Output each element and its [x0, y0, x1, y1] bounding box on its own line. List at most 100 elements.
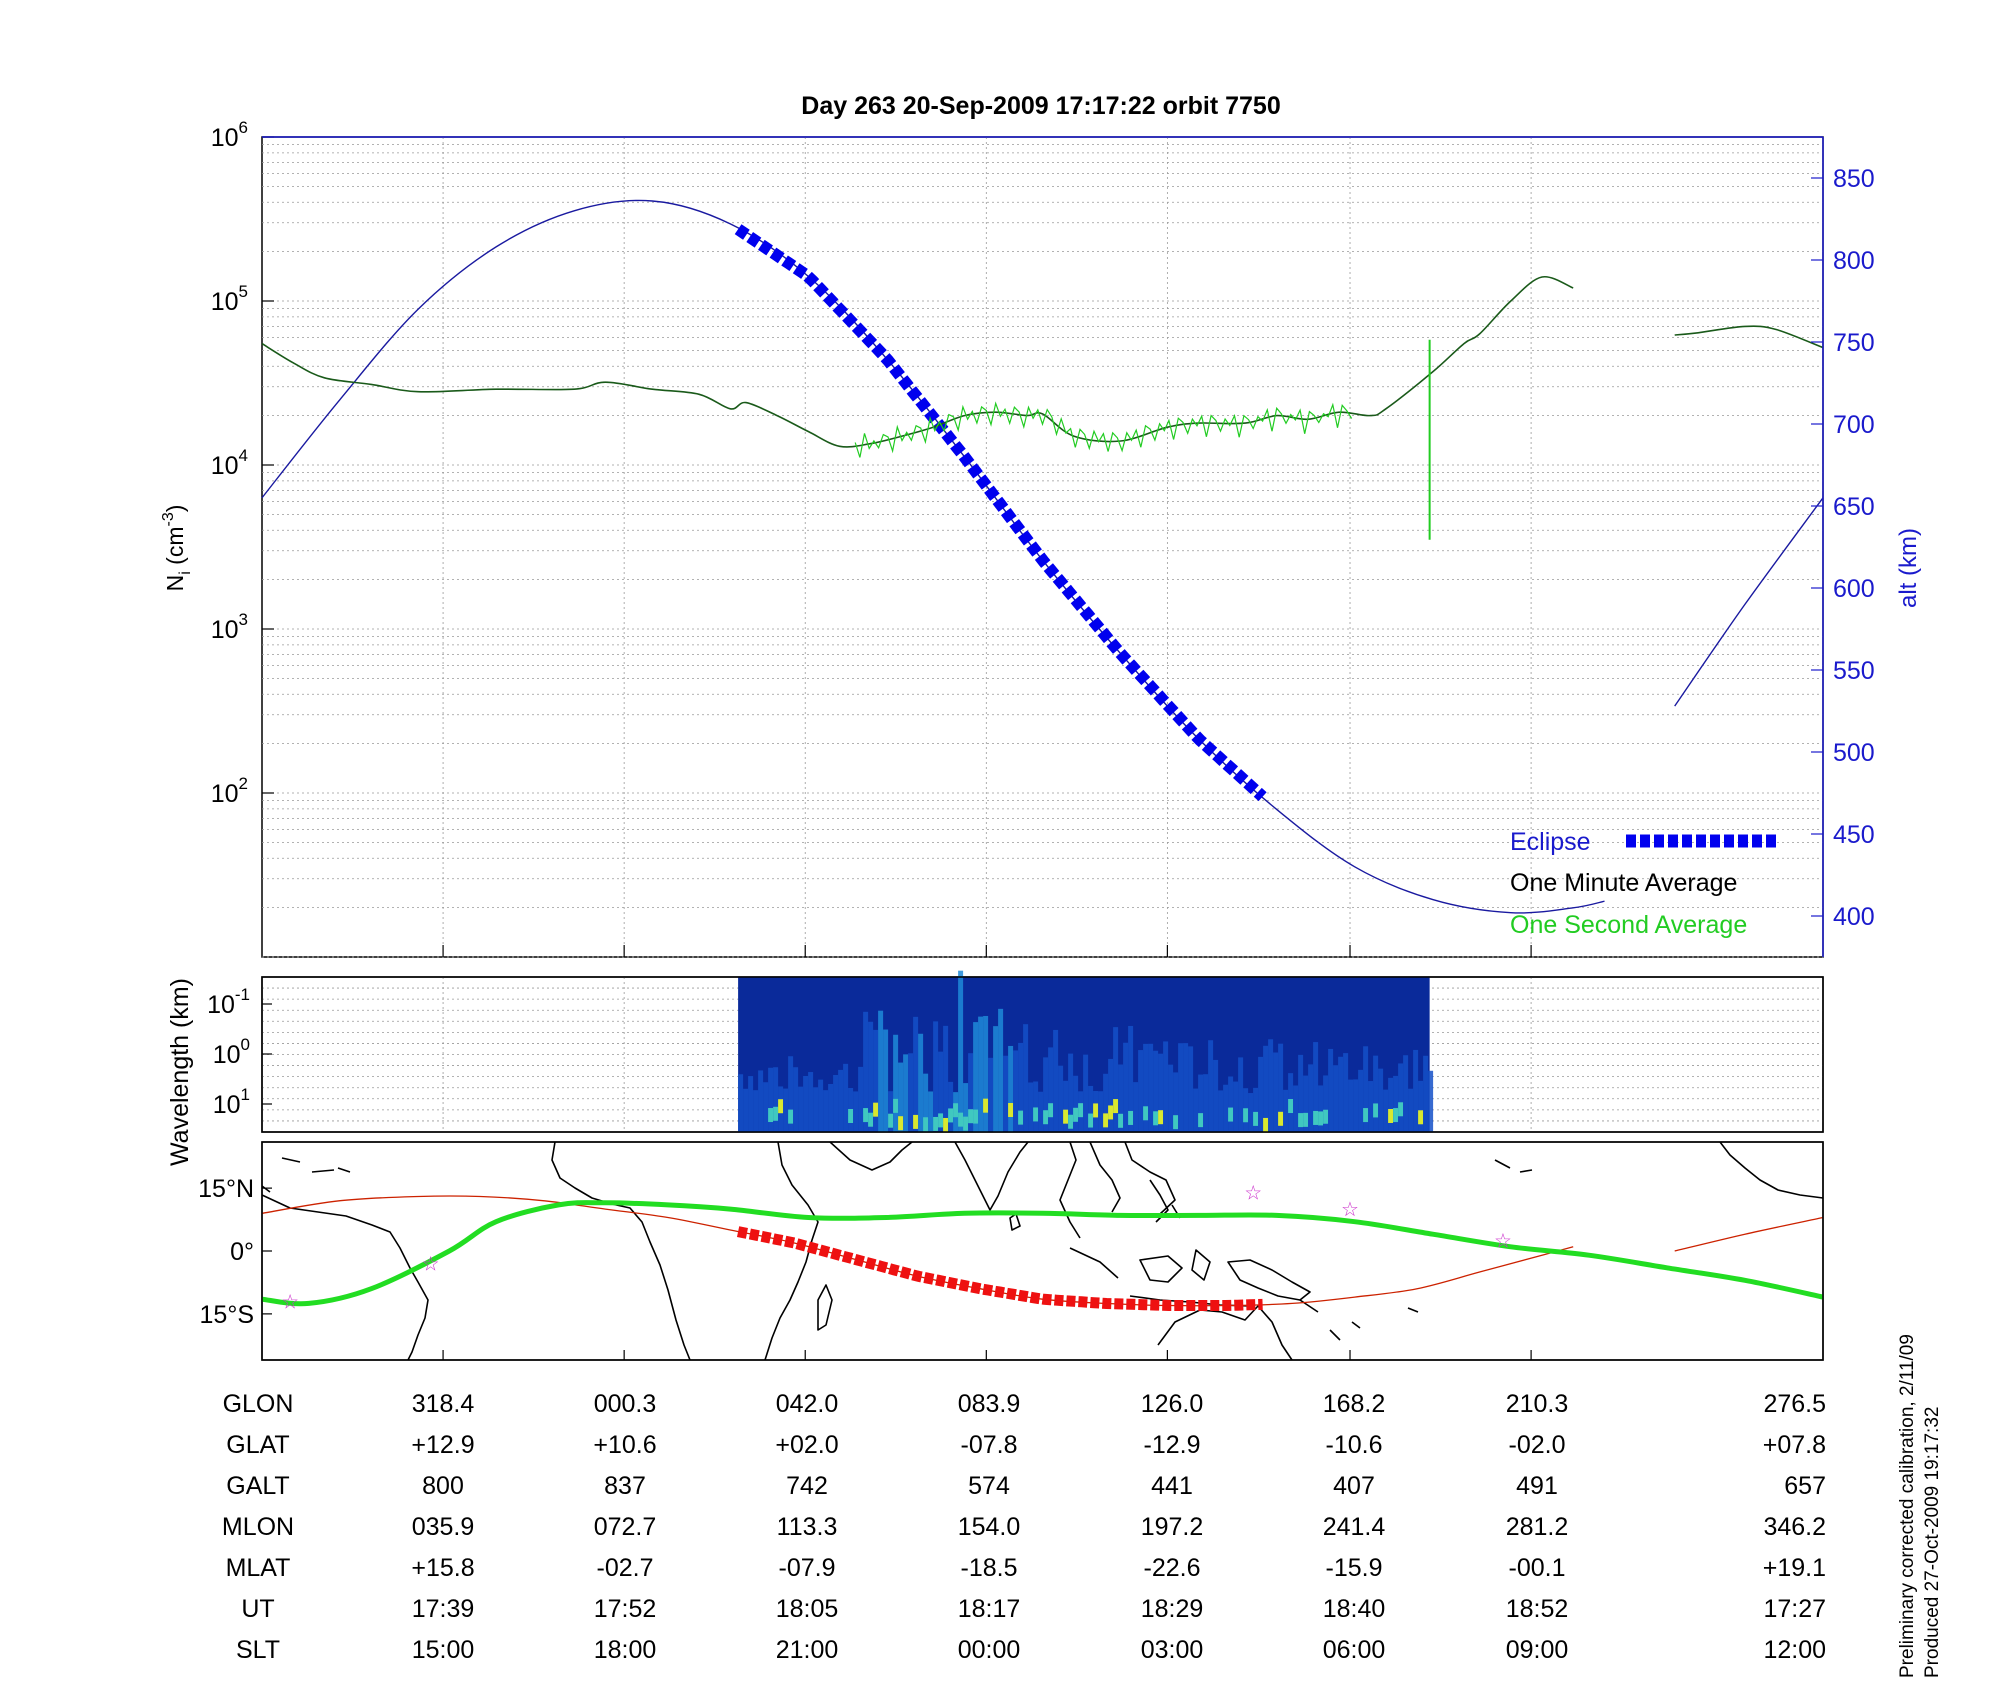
- spectrogram-column: [1163, 1041, 1169, 1132]
- spectrogram-column: [1178, 1043, 1184, 1132]
- table-cell: 318.4: [412, 1390, 475, 1418]
- spectrogram-hotspot: [1118, 1113, 1124, 1128]
- table-cell: 042.0: [776, 1390, 839, 1418]
- ground-track-line-right: [1674, 1216, 1824, 1252]
- spectrogram-column: [1023, 1024, 1029, 1132]
- spectrogram-hotspot: [1243, 1108, 1249, 1123]
- spectrogram-column: [968, 1053, 974, 1132]
- one-second-line: [854, 401, 1353, 458]
- spectrogram-column: [783, 1088, 789, 1132]
- spectrogram-hotspot: [1298, 1113, 1304, 1128]
- spectrogram-column: [1303, 1075, 1309, 1132]
- spectrogram-hotspot: [788, 1109, 794, 1124]
- india-coast: [954, 1141, 1029, 1211]
- pacific-islands: [1299, 1159, 1533, 1341]
- spectrogram-hotspot: [863, 1108, 869, 1123]
- table-cell: 491: [1516, 1472, 1558, 1500]
- one-second-series: [854, 339, 1431, 540]
- spectrogram-column: [1118, 1064, 1124, 1132]
- spectrogram-hotspot: [1228, 1107, 1234, 1122]
- spectrogram-column: [1043, 1057, 1049, 1132]
- table-cell: 17:52: [594, 1595, 657, 1623]
- density-grid: [262, 137, 1823, 958]
- spectrogram-column: [868, 1021, 874, 1132]
- spectrogram-y-tick-label: 101: [213, 1085, 250, 1119]
- altitude-y-ticks: 400 450 500 550 600 650 700 750 800 850: [1811, 165, 1875, 931]
- spectrogram-column: [1053, 1029, 1059, 1132]
- table-cell: 083.9: [958, 1390, 1021, 1418]
- table-cell: 574: [968, 1472, 1010, 1500]
- legend-eclipse-label: Eclipse: [1510, 828, 1591, 856]
- table-row-label: MLON: [222, 1513, 294, 1541]
- calibration-note: Preliminary corrected calibration, 2/11/…: [1897, 1334, 1918, 1678]
- spectrogram-column: [1268, 1039, 1274, 1132]
- star-marker: ☆: [1341, 1199, 1359, 1221]
- spectrogram-column: [1123, 1042, 1129, 1132]
- spectrogram-column: [808, 1072, 814, 1132]
- spectrogram-column: [1378, 1068, 1384, 1132]
- spectrogram-hotspot: [1153, 1111, 1159, 1126]
- table-cell: 072.7: [594, 1513, 657, 1541]
- density-y-tick-label: 103: [211, 610, 248, 644]
- star-marker: ☆: [422, 1254, 440, 1276]
- spectrogram-column: [828, 1084, 834, 1132]
- spectrogram-column: [1228, 1076, 1234, 1132]
- spectrogram-column: [743, 1088, 749, 1132]
- spectrogram-column: [758, 1070, 764, 1132]
- density-y-label: Ni (cm-3): [160, 505, 194, 592]
- spectrogram-column: [1363, 1046, 1369, 1132]
- tick-exponent: 6: [239, 118, 248, 137]
- altitude-y-label: alt (km): [1895, 528, 1922, 608]
- spectrogram-column: [763, 1082, 769, 1132]
- spectrogram-hotspot: [873, 1102, 879, 1117]
- spectrogram-column: [1343, 1053, 1349, 1132]
- spectrogram-hotspot: [1063, 1109, 1069, 1124]
- spectrogram-column: [798, 1086, 804, 1132]
- spectrogram-column: [908, 1053, 914, 1132]
- spectrogram-column: [788, 1056, 794, 1132]
- map-y-ticks: 15°N 0° 15°S: [198, 1175, 1532, 1360]
- spectrogram-column: [1423, 1055, 1429, 1132]
- spectrogram-column: [1183, 1043, 1189, 1132]
- density-y-label-main: N: [162, 575, 188, 592]
- table-cell: 15:00: [412, 1636, 475, 1664]
- spectrogram-column: [1233, 1081, 1239, 1132]
- tick-base: 10: [211, 452, 239, 480]
- table-row-label: SLT: [236, 1636, 280, 1664]
- magnetic-equator: [261, 1200, 1824, 1307]
- table-cell: -00.1: [1509, 1554, 1566, 1582]
- legend-one-minute-label: One Minute Average: [1510, 869, 1737, 897]
- spectrogram-column: [1223, 1084, 1229, 1132]
- indonesia-islands: [1069, 1247, 1251, 1307]
- spectrogram-column: [1033, 1081, 1039, 1132]
- table-cell: 441: [1151, 1472, 1193, 1500]
- spectrogram-hotspot: [1128, 1110, 1134, 1125]
- density-y-label-close: ): [162, 505, 188, 513]
- spectrogram-column: [1413, 1049, 1419, 1132]
- table-cell: -15.9: [1326, 1554, 1383, 1582]
- madagascar: [817, 1284, 833, 1331]
- table-cell: 281.2: [1506, 1513, 1569, 1541]
- density-y-tick-label: 106: [211, 118, 248, 152]
- tick-exponent: 2: [239, 774, 248, 793]
- spectrogram-column: [1393, 1075, 1399, 1132]
- new-guinea: [1227, 1259, 1311, 1301]
- spectrogram-column: [1428, 1070, 1434, 1132]
- spectrogram-hotspot: [1318, 1111, 1324, 1126]
- spectrogram-column: [1073, 1075, 1079, 1132]
- table-row-label: GLON: [223, 1390, 294, 1418]
- spectrogram-column: [943, 1025, 949, 1132]
- spectrogram-column: [1348, 1079, 1354, 1132]
- spectrogram-column: [1248, 1093, 1254, 1132]
- tick-base: 10: [213, 1041, 241, 1069]
- spectrogram-column: [928, 1091, 934, 1132]
- spectrogram-hotspot: [973, 1109, 979, 1124]
- spectrogram-hotspot: [968, 1109, 974, 1124]
- altitude-y-tick-label: 850: [1833, 165, 1875, 193]
- spectrogram-column: [1253, 1087, 1259, 1132]
- altitude-y-tick-label: 750: [1833, 329, 1875, 357]
- density-y-label-paren: (cm: [162, 527, 188, 565]
- spectrogram-column: [1138, 1050, 1144, 1132]
- legend-one-second-label: One Second Average: [1510, 911, 1747, 939]
